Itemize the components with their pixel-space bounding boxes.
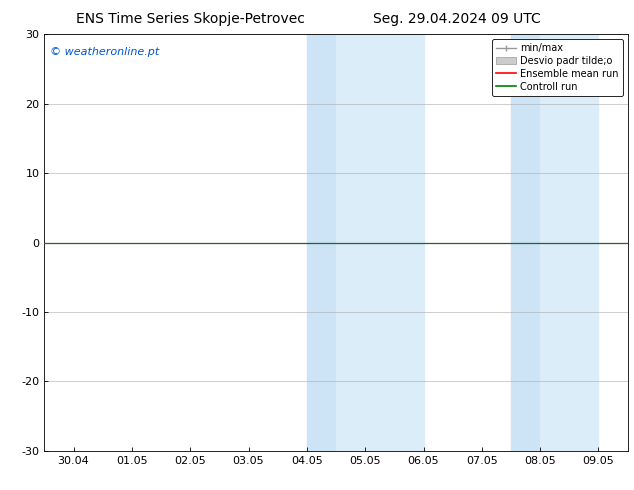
Bar <box>307 34 336 451</box>
Bar <box>336 34 365 451</box>
Text: © weatheronline.pt: © weatheronline.pt <box>50 47 160 57</box>
Bar <box>511 34 540 451</box>
Text: Seg. 29.04.2024 09 UTC: Seg. 29.04.2024 09 UTC <box>373 12 540 26</box>
Legend: min/max, Desvio padr tilde;o, Ensemble mean run, Controll run: min/max, Desvio padr tilde;o, Ensemble m… <box>492 39 623 96</box>
Text: ENS Time Series Skopje-Petrovec: ENS Time Series Skopje-Petrovec <box>75 12 305 26</box>
Bar <box>540 34 598 451</box>
Bar <box>365 34 424 451</box>
